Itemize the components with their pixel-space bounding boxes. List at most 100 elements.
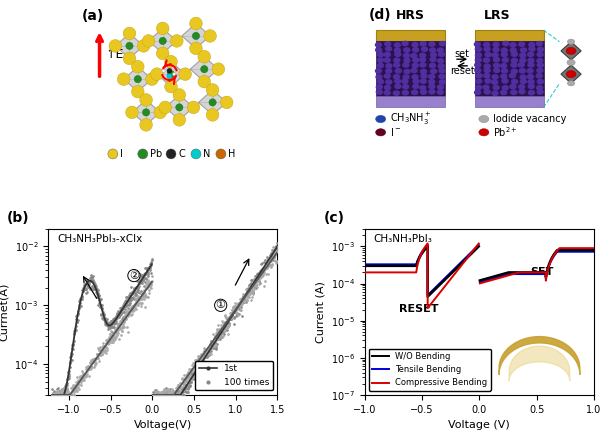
- Circle shape: [412, 43, 418, 47]
- Circle shape: [475, 63, 481, 67]
- Circle shape: [512, 79, 518, 84]
- Circle shape: [131, 85, 144, 98]
- W/O Bending: [368, 263, 375, 269]
- Circle shape: [493, 58, 499, 62]
- Text: (c): (c): [323, 211, 344, 225]
- Circle shape: [212, 63, 225, 76]
- Circle shape: [568, 39, 575, 44]
- Tensile Bending: [436, 280, 443, 286]
- Circle shape: [475, 53, 481, 57]
- Text: Iodide vacancy: Iodide vacancy: [493, 114, 566, 124]
- Circle shape: [428, 80, 434, 84]
- Circle shape: [568, 81, 575, 86]
- Circle shape: [439, 52, 445, 56]
- Circle shape: [220, 96, 233, 109]
- Circle shape: [538, 47, 544, 52]
- FancyBboxPatch shape: [475, 30, 544, 41]
- Circle shape: [475, 47, 481, 51]
- Circle shape: [204, 30, 217, 42]
- Circle shape: [536, 85, 542, 90]
- Circle shape: [511, 59, 517, 63]
- Circle shape: [492, 91, 498, 95]
- Circle shape: [437, 90, 443, 94]
- Circle shape: [173, 89, 185, 101]
- Circle shape: [394, 58, 400, 62]
- Circle shape: [429, 42, 435, 46]
- Compressive Bending: [452, 270, 460, 275]
- Circle shape: [170, 35, 183, 47]
- Circle shape: [411, 68, 417, 72]
- Circle shape: [437, 85, 443, 89]
- Circle shape: [151, 68, 163, 80]
- Circle shape: [493, 43, 499, 47]
- Polygon shape: [157, 62, 185, 87]
- Text: (a): (a): [81, 9, 104, 23]
- Circle shape: [528, 58, 534, 62]
- Circle shape: [519, 42, 524, 46]
- Circle shape: [126, 42, 133, 49]
- W/O Bending: [424, 244, 431, 249]
- Circle shape: [154, 106, 167, 118]
- Line: Compressive Bending: Compressive Bending: [365, 243, 479, 308]
- Circle shape: [159, 101, 172, 114]
- Circle shape: [413, 84, 419, 89]
- Circle shape: [166, 149, 176, 159]
- W/O Bending: [446, 272, 454, 277]
- Text: reset: reset: [450, 66, 475, 76]
- Circle shape: [529, 84, 534, 89]
- Compressive Bending: [475, 241, 482, 246]
- W/O Bending: [424, 294, 431, 299]
- Circle shape: [173, 72, 176, 76]
- Circle shape: [377, 63, 383, 68]
- Circle shape: [502, 85, 508, 90]
- Circle shape: [484, 43, 490, 47]
- Circle shape: [511, 52, 517, 56]
- Circle shape: [494, 63, 499, 68]
- Circle shape: [165, 56, 178, 68]
- Text: Pb$^{2+}$: Pb$^{2+}$: [493, 125, 518, 139]
- Line: Tensile Bending: Tensile Bending: [365, 245, 479, 295]
- Circle shape: [429, 90, 435, 94]
- Circle shape: [430, 53, 436, 57]
- Circle shape: [394, 43, 400, 47]
- Circle shape: [484, 58, 490, 62]
- Circle shape: [438, 64, 444, 68]
- Circle shape: [140, 118, 152, 131]
- Circle shape: [394, 91, 400, 95]
- Circle shape: [200, 66, 208, 73]
- Circle shape: [519, 85, 524, 89]
- W/O Bending: [475, 244, 482, 249]
- Text: HRS: HRS: [396, 9, 425, 22]
- Circle shape: [385, 85, 391, 90]
- Circle shape: [162, 69, 165, 72]
- Circle shape: [413, 48, 419, 52]
- Circle shape: [492, 53, 498, 57]
- Circle shape: [191, 149, 201, 159]
- Circle shape: [566, 47, 576, 55]
- Circle shape: [395, 69, 401, 73]
- Circle shape: [485, 53, 491, 57]
- Circle shape: [510, 43, 516, 47]
- Circle shape: [420, 79, 426, 83]
- Circle shape: [537, 68, 543, 72]
- Circle shape: [384, 58, 390, 62]
- Circle shape: [385, 53, 391, 57]
- Tensile Bending: [475, 242, 482, 247]
- Circle shape: [108, 149, 118, 159]
- Circle shape: [377, 58, 383, 62]
- Circle shape: [527, 75, 533, 79]
- Circle shape: [421, 90, 427, 94]
- Circle shape: [440, 42, 446, 46]
- Circle shape: [123, 27, 136, 40]
- Circle shape: [137, 39, 150, 52]
- Circle shape: [386, 46, 392, 51]
- Circle shape: [430, 63, 436, 68]
- Circle shape: [376, 75, 382, 79]
- Circle shape: [140, 94, 152, 106]
- Text: Pb: Pb: [150, 149, 163, 159]
- Circle shape: [476, 85, 482, 90]
- Circle shape: [412, 90, 418, 95]
- Circle shape: [479, 115, 489, 123]
- Polygon shape: [182, 23, 210, 48]
- Tensile Bending: [388, 262, 395, 267]
